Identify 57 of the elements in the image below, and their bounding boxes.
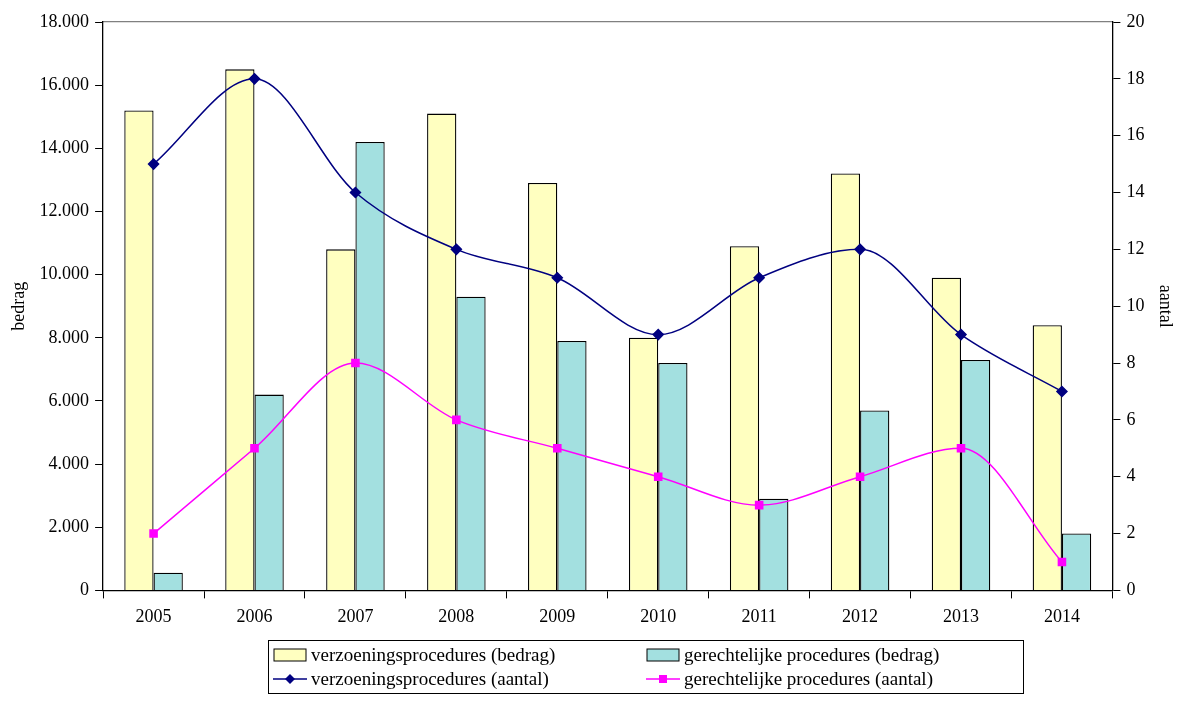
y2-tick-label: 14: [1126, 181, 1145, 202]
x-tick-label: 2007: [337, 605, 374, 626]
y-tick-label: 14.000: [39, 137, 90, 158]
point: [653, 472, 663, 482]
point: [452, 415, 461, 425]
y-tick-label: 10.000: [39, 263, 90, 284]
y-tick-label: 0: [80, 579, 90, 600]
y-tick-label: 4.000: [48, 452, 90, 473]
point: [1057, 557, 1067, 567]
legend-label: gerechtelijke procedures (bedrag): [684, 643, 940, 667]
point: [553, 444, 562, 453]
y2-tick-label: 12: [1126, 238, 1145, 259]
point: [149, 529, 158, 538]
x-tick-label: 2009: [539, 605, 576, 626]
x-tick-label: 2012: [842, 605, 879, 626]
y2-tick-label: 18: [1126, 67, 1145, 88]
y2-tick-label: 8: [1126, 351, 1136, 372]
x-tick-label: 2011: [741, 605, 777, 626]
y2-axis-title: aantal: [1156, 284, 1177, 328]
x-tick-label: 2005: [135, 605, 172, 626]
x-tick-label: 2014: [1043, 605, 1080, 626]
point: [250, 444, 259, 453]
y-tick-label: 8.000: [48, 326, 90, 347]
x-tick-label: 2010: [640, 605, 677, 626]
point: [652, 328, 664, 341]
point: [955, 328, 967, 341]
y2-tick-label: 6: [1126, 408, 1136, 429]
y2-tick-label: 20: [1126, 10, 1145, 31]
point: [551, 272, 564, 284]
point: [351, 358, 360, 368]
y-tick-label: 16.000: [39, 73, 90, 94]
point: [854, 243, 866, 256]
y2-tick-label: 0: [1126, 579, 1136, 600]
y-tick-label: 6.000: [48, 389, 90, 410]
x-tick-label: 2008: [438, 605, 475, 626]
legend-label: verzoeningsprocedures (aantal): [311, 667, 549, 691]
y2-tick-label: 2: [1126, 522, 1136, 543]
legend-label: verzoeningsprocedures (bedrag): [311, 643, 556, 667]
point: [754, 500, 764, 510]
point: [1056, 385, 1068, 398]
point: [855, 472, 865, 482]
point: [753, 272, 765, 284]
y2-tick-label: 4: [1126, 465, 1136, 486]
point: [450, 243, 463, 256]
point: [956, 444, 966, 453]
y-axis-title: bedrag: [7, 281, 28, 331]
y-tick-label: 18.000: [39, 10, 90, 31]
x-tick-label: 2006: [236, 605, 273, 626]
y-tick-label: 2.000: [48, 515, 90, 536]
point: [248, 73, 261, 85]
point: [147, 158, 160, 170]
point: [349, 186, 362, 199]
y-tick-label: 12.000: [39, 200, 90, 221]
y2-tick-label: 16: [1126, 124, 1145, 145]
y2-tick-label: 10: [1126, 294, 1145, 315]
x-tick-label: 2013: [943, 605, 980, 626]
legend-label: gerechtelijke procedures (aantal): [684, 667, 933, 691]
